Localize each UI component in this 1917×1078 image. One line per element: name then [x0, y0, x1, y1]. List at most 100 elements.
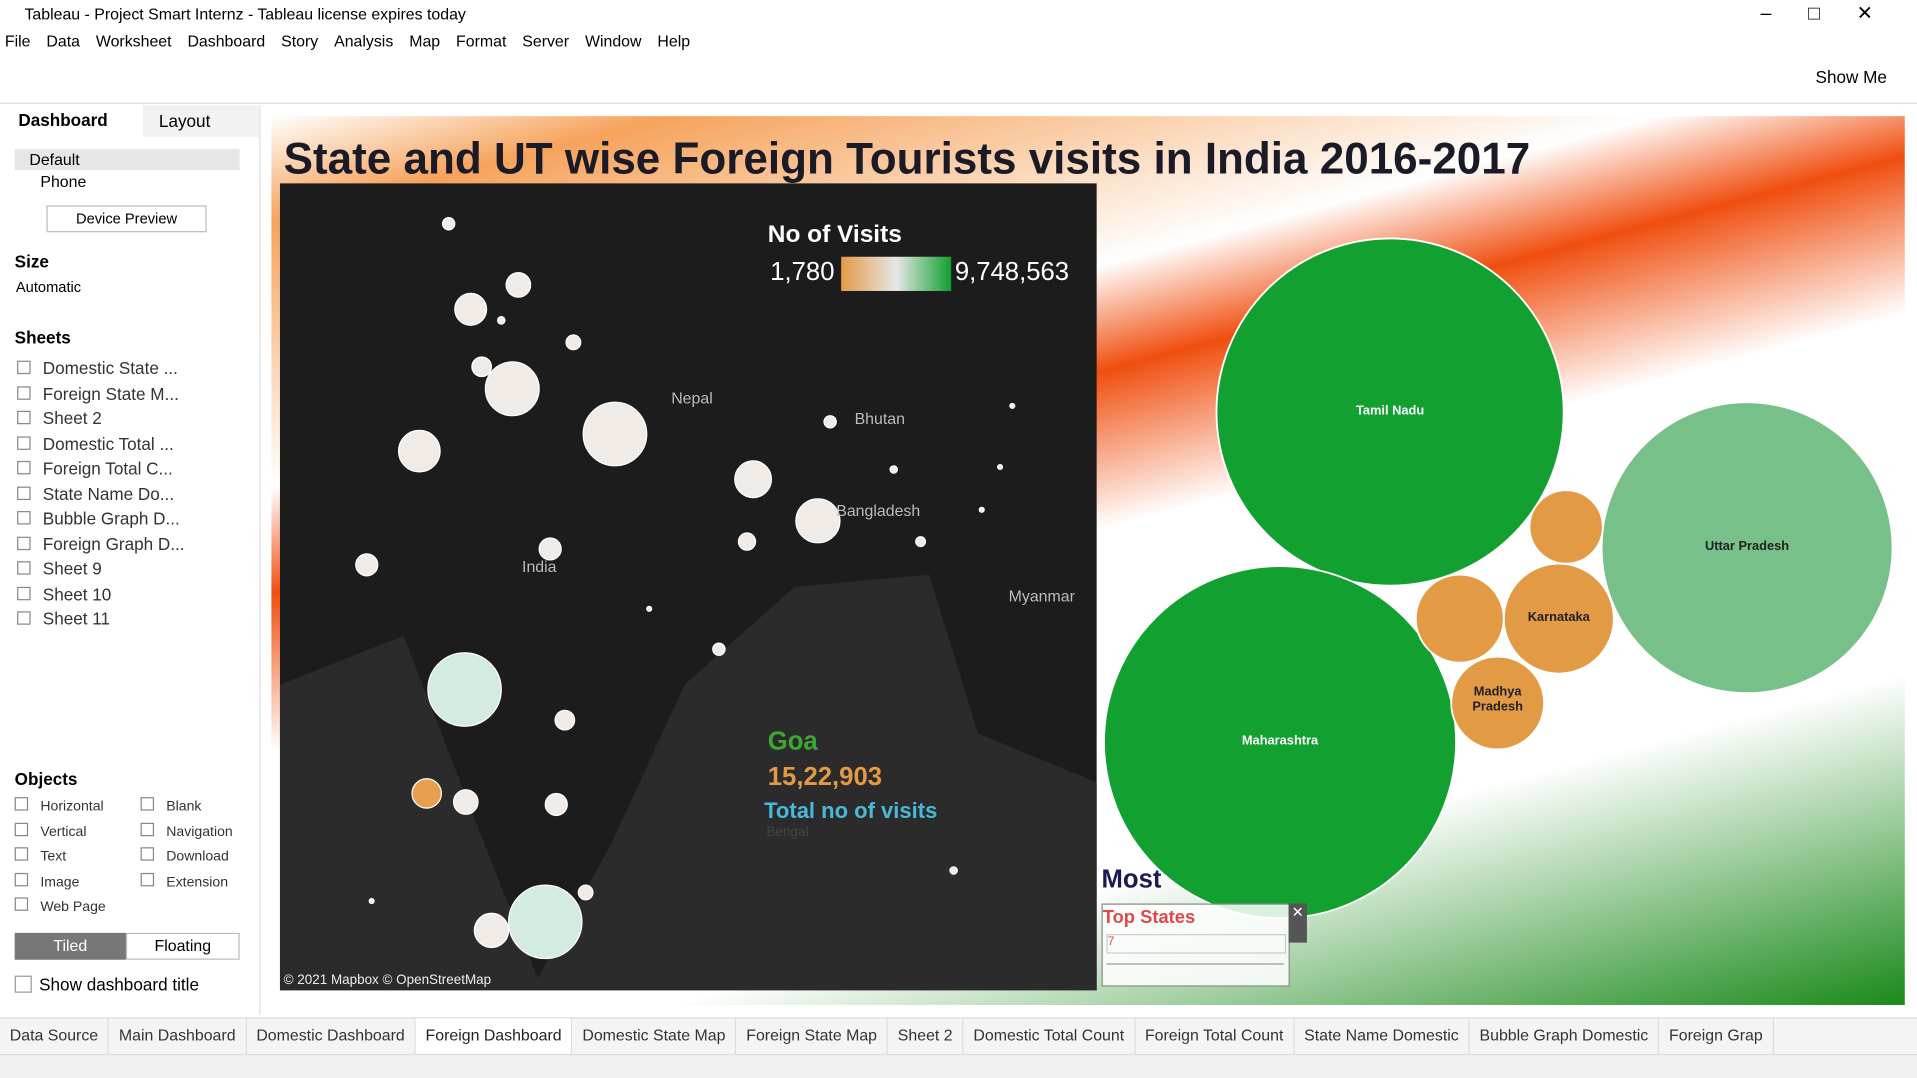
sheet-item[interactable]: Bubble Graph D...: [17, 509, 180, 531]
device-option[interactable]: Default: [29, 150, 80, 169]
object-name: Web Page: [40, 899, 106, 915]
menu-item[interactable]: Data: [46, 31, 80, 51]
side-tab[interactable]: Layout: [158, 111, 211, 131]
menu-item[interactable]: Story: [281, 31, 319, 51]
object-item[interactable]: Vertical: [14, 822, 86, 839]
sheet-item[interactable]: Sheet 2: [17, 408, 102, 430]
checkbox[interactable]: [14, 975, 32, 993]
sheet-name: Domestic State ...: [42, 358, 178, 378]
menu-item[interactable]: Worksheet: [95, 31, 172, 51]
legend-min: 1,780: [770, 257, 835, 287]
object-item[interactable]: Horizontal: [14, 797, 104, 814]
section-title: Sheets: [14, 327, 71, 348]
tiled-button[interactable]: Tiled: [14, 932, 126, 960]
menu-bar: File Data Worksheet Dashboard Story Analysis M…: [5, 32, 690, 50]
map-point: [737, 532, 757, 551]
bubble-label: Tamil Nadu: [1355, 403, 1425, 419]
sheet-tab[interactable]: Data Source: [0, 1018, 110, 1056]
object-item[interactable]: Text: [14, 847, 66, 864]
filter-heading: Most: [1101, 865, 1162, 894]
map-point: [582, 401, 648, 467]
sheet-tab[interactable]: Domestic Dashboard: [247, 1018, 416, 1056]
sheet-tab[interactable]: Foreign Grap: [1659, 1018, 1774, 1056]
checkbox-label: Show dashboard title: [39, 974, 199, 994]
sheet-item[interactable]: Foreign Total C...: [17, 458, 173, 480]
sheet-icon: [17, 586, 31, 600]
sheet-icon: [17, 360, 31, 375]
floating-button[interactable]: Floating: [125, 932, 240, 960]
object-name: Blank: [166, 799, 202, 815]
map-point: [565, 334, 582, 351]
map-label: Bengal: [766, 825, 809, 840]
object-item[interactable]: Download: [140, 847, 229, 864]
object-icon: [14, 822, 29, 836]
size-dropdown[interactable]: Automatic: [15, 278, 82, 296]
object-item[interactable]: Extension: [140, 872, 228, 889]
window-controls[interactable]: –□✕: [1760, 3, 1910, 25]
show-me[interactable]: Show Me: [1815, 67, 1887, 87]
sheet-item[interactable]: Sheet 11: [17, 609, 110, 631]
object-item[interactable]: Blank: [140, 797, 202, 815]
map-point: [795, 498, 841, 544]
bubble-label: Uttar Pradesh: [1704, 539, 1790, 554]
sheet-item[interactable]: Domestic State ...: [17, 358, 178, 380]
sheet-item[interactable]: State Name Do...: [17, 484, 174, 506]
sheet-item[interactable]: Sheet 10: [17, 584, 111, 606]
menu-item[interactable]: Help: [657, 31, 691, 51]
device-preview-button[interactable]: Device Preview: [46, 205, 207, 233]
object-item[interactable]: Image: [14, 872, 79, 889]
map-point: [823, 415, 837, 429]
object-name: Navigation: [166, 824, 233, 840]
menu-item[interactable]: Window: [584, 31, 642, 51]
object-item[interactable]: Web Page: [14, 897, 106, 915]
map-point: [368, 897, 375, 905]
device-option[interactable]: Phone: [40, 172, 87, 191]
map-label: India: [522, 557, 557, 576]
sheet-tab[interactable]: Bubble Graph Domestic: [1470, 1018, 1660, 1056]
menu-item[interactable]: Dashboard: [187, 31, 266, 51]
map-label: Myanmar: [1008, 586, 1075, 606]
sheet-item[interactable]: Domestic Total ...: [17, 433, 174, 455]
object-icon: [14, 897, 29, 911]
map-point: [441, 217, 456, 231]
map-label: Bhutan: [854, 409, 905, 428]
sheet-item[interactable]: Foreign Graph D...: [17, 534, 185, 556]
map-point: [505, 272, 532, 298]
annotation-caption: Total no of visits: [764, 798, 938, 823]
side-tab[interactable]: Dashboard: [18, 110, 108, 130]
sheet-tab[interactable]: Foreign State Map: [736, 1018, 889, 1056]
menu-item[interactable]: File: [4, 31, 31, 51]
filter-input[interactable]: 7: [1106, 934, 1287, 954]
sheet-item[interactable]: Sheet 9: [17, 559, 102, 581]
menu-item[interactable]: Map: [409, 31, 441, 51]
filter-card[interactable]: Top States 7: [1101, 903, 1290, 987]
sheet-tab[interactable]: Sheet 2: [888, 1018, 964, 1056]
filter-close[interactable]: ✕: [1288, 903, 1307, 943]
sheet-tab[interactable]: Foreign Total Count: [1135, 1018, 1295, 1056]
map-attribution: © 2021 Mapbox © OpenStreetMap: [283, 973, 492, 988]
object-item[interactable]: Navigation: [140, 822, 233, 840]
menu-item[interactable]: Format: [456, 31, 507, 51]
menu-item[interactable]: Analysis: [334, 31, 394, 51]
sheet-name: Domestic Total ...: [42, 433, 174, 453]
sheet-tab[interactable]: State Name Domestic: [1294, 1018, 1470, 1056]
sheet-item[interactable]: Foreign State M...: [17, 383, 179, 405]
bubble: [1528, 489, 1604, 565]
sheet-tab[interactable]: Foreign Dashboard: [415, 1018, 573, 1056]
map-point: [411, 778, 442, 809]
map-point: [978, 506, 985, 513]
sheet-tabs: Data Source Main Dashboard Domestic Dashbo…: [0, 1017, 1917, 1056]
sheet-tab[interactable]: Main Dashboard: [109, 1018, 247, 1056]
bubble: [1414, 573, 1505, 664]
annotation-state: Goa: [767, 727, 818, 756]
map-point: [454, 292, 488, 326]
sheet-tab[interactable]: Domestic State Map: [573, 1018, 737, 1056]
menu-item[interactable]: Server: [522, 31, 570, 51]
map-point: [554, 709, 576, 731]
window-title: Tableau - Project Smart Internz - Tablea…: [24, 4, 466, 24]
sheet-tab[interactable]: Domestic Total Count: [964, 1018, 1136, 1056]
map-point: [471, 356, 493, 378]
side-panel: Dashboard Layout Default Phone Device Pr…: [0, 105, 261, 1015]
